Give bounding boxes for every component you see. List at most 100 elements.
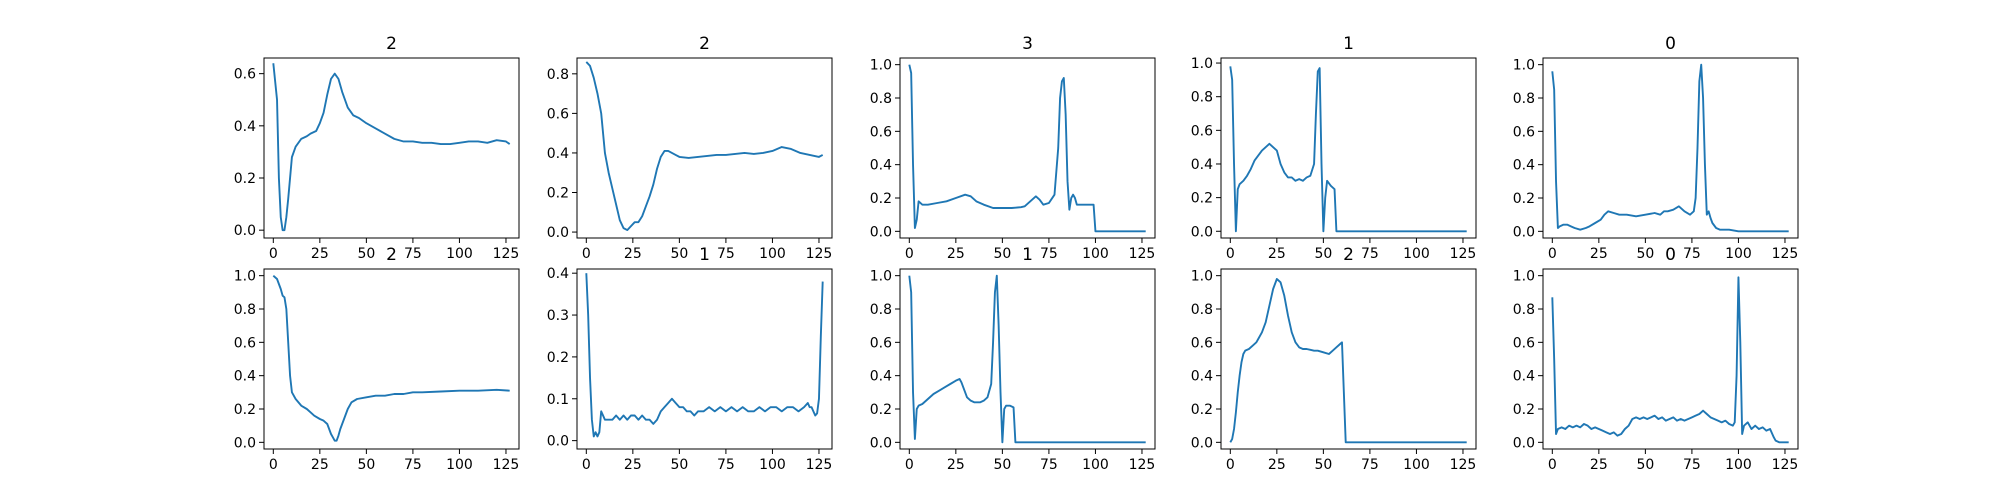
- y-tick-label: 0.4: [870, 369, 892, 385]
- x-tick-label: 0: [582, 246, 591, 262]
- y-tick-label: 0.4: [1191, 157, 1213, 173]
- x-tick-label: 100: [759, 246, 786, 262]
- y-tick-label: 0.2: [870, 402, 892, 418]
- subplot-title: 2: [1343, 245, 1354, 265]
- x-tick-label: 50: [1636, 457, 1654, 473]
- x-tick-label: 100: [1403, 246, 1430, 262]
- y-tick-label: 0.8: [234, 302, 256, 318]
- subplot-title: 2: [386, 245, 397, 265]
- subplot-title: 3: [1022, 34, 1033, 54]
- x-tick-label: 50: [1314, 457, 1332, 473]
- x-tick-label: 75: [717, 246, 735, 262]
- y-tick-label: 1.0: [234, 269, 256, 285]
- x-tick-label: 100: [1082, 246, 1109, 262]
- y-tick-label: 0.6: [234, 67, 256, 83]
- y-tick-label: 0.6: [870, 124, 892, 140]
- x-tick-label: 0: [905, 457, 914, 473]
- y-tick-label: 0.0: [870, 435, 892, 451]
- x-tick-label: 100: [1725, 246, 1752, 262]
- x-tick-label: 75: [1683, 246, 1701, 262]
- x-tick-label: 25: [311, 246, 329, 262]
- subplot-7: 1 0 25 50 75 100 125 0.0 0.1 0.2 0.3 0.4: [547, 245, 833, 473]
- x-tick-label: 25: [624, 246, 642, 262]
- x-tick-label: 100: [1725, 457, 1752, 473]
- subplot-9: 2 0 25 50 75 100 125 0.0 0.2 0.4 0.6 0.8 1.0: [1191, 245, 1477, 473]
- subplot-10: 0 0 25 50 75 100 125 0.0 0.2 0.4 0.6 0.8 1.0: [1513, 245, 1799, 473]
- x-tick-label: 50: [993, 246, 1011, 262]
- x-tick-label: 50: [357, 246, 375, 262]
- x-tick-label: 0: [269, 457, 278, 473]
- x-tick-label: 125: [806, 246, 833, 262]
- y-tick-label: 1.0: [870, 58, 892, 74]
- series-line: [272, 274, 510, 442]
- axes-frame: [263, 57, 520, 239]
- axes-frame: [899, 268, 1156, 450]
- y-tick-label: 0.0: [234, 223, 256, 239]
- x-tick-label: 50: [1636, 246, 1654, 262]
- y-tick-label: 0.4: [547, 146, 569, 162]
- y-tick-label: 1.0: [1513, 269, 1535, 285]
- series-line: [1551, 63, 1789, 233]
- x-tick-label: 75: [1040, 246, 1058, 262]
- subplot-2: 2 0 25 50 75 100 125 0.0 0.2 0.4 0.6 0.8: [547, 34, 833, 262]
- x-tick-label: 100: [1403, 457, 1430, 473]
- x-tick-label: 0: [582, 457, 591, 473]
- x-tick-label: 75: [404, 246, 422, 262]
- x-tick-label: 25: [1590, 457, 1608, 473]
- x-tick-label: 50: [670, 246, 688, 262]
- y-tick-label: 0.0: [234, 435, 256, 451]
- x-tick-label: 75: [1040, 457, 1058, 473]
- x-tick-label: 25: [1590, 246, 1608, 262]
- x-tick-label: 25: [624, 457, 642, 473]
- y-tick-label: 0.4: [1513, 158, 1535, 174]
- y-tick-label: 0.1: [547, 392, 569, 408]
- x-tick-label: 50: [670, 457, 688, 473]
- x-tick-label: 125: [1129, 457, 1156, 473]
- y-tick-label: 0.8: [870, 302, 892, 318]
- y-tick-label: 0.6: [1513, 124, 1535, 140]
- x-tick-label: 100: [759, 457, 786, 473]
- series-line: [585, 273, 824, 438]
- y-tick-label: 0.0: [1513, 224, 1535, 240]
- y-tick-label: 0.6: [1191, 335, 1213, 351]
- y-tick-label: 1.0: [1191, 56, 1213, 72]
- y-tick-label: 0.8: [547, 67, 569, 83]
- y-tick-label: 0.8: [870, 91, 892, 107]
- y-tick-label: 1.0: [1191, 269, 1213, 285]
- y-tick-label: 0.2: [870, 191, 892, 207]
- subplot-1: 2 0 25 50 75 100 125 0.0 0.2 0.4 0.6: [234, 34, 520, 262]
- y-tick-label: 1.0: [870, 269, 892, 285]
- x-tick-label: 0: [1548, 246, 1557, 262]
- y-tick-label: 0.6: [547, 106, 569, 122]
- axes-frame: [1542, 268, 1799, 450]
- y-tick-label: 0.0: [1513, 435, 1535, 451]
- series-line: [1229, 66, 1467, 233]
- x-tick-label: 25: [947, 457, 965, 473]
- subplot-8: 1 0 25 50 75 100 125 0.0 0.2 0.4 0.6 0.8 1.0: [870, 245, 1156, 473]
- y-tick-label: 0.2: [234, 402, 256, 418]
- x-tick-label: 125: [1129, 246, 1156, 262]
- y-tick-label: 0.2: [1513, 402, 1535, 418]
- y-tick-label: 0.6: [870, 335, 892, 351]
- x-tick-label: 125: [1772, 457, 1799, 473]
- series-line: [585, 61, 824, 232]
- x-tick-label: 125: [1450, 246, 1477, 262]
- x-tick-label: 0: [905, 246, 914, 262]
- y-tick-label: 0.4: [234, 369, 256, 385]
- series-line: [1551, 276, 1789, 444]
- x-tick-label: 0: [1226, 457, 1235, 473]
- axes-frame: [576, 268, 833, 450]
- x-tick-label: 75: [1361, 246, 1379, 262]
- x-tick-label: 75: [404, 457, 422, 473]
- subplot-title: 1: [699, 245, 710, 265]
- y-tick-label: 0.0: [870, 224, 892, 240]
- y-tick-label: 0.6: [1191, 123, 1213, 139]
- y-tick-label: 0.2: [1191, 402, 1213, 418]
- y-tick-label: 0.4: [870, 158, 892, 174]
- y-tick-label: 0.2: [547, 350, 569, 366]
- y-tick-label: 0.4: [1513, 369, 1535, 385]
- y-tick-label: 0.6: [234, 335, 256, 351]
- x-tick-label: 125: [493, 457, 520, 473]
- x-tick-label: 50: [1314, 246, 1332, 262]
- subplot-3: 3 0 25 50 75 100 125 0.0 0.2 0.4 0.6 0.8 1.0: [870, 34, 1156, 262]
